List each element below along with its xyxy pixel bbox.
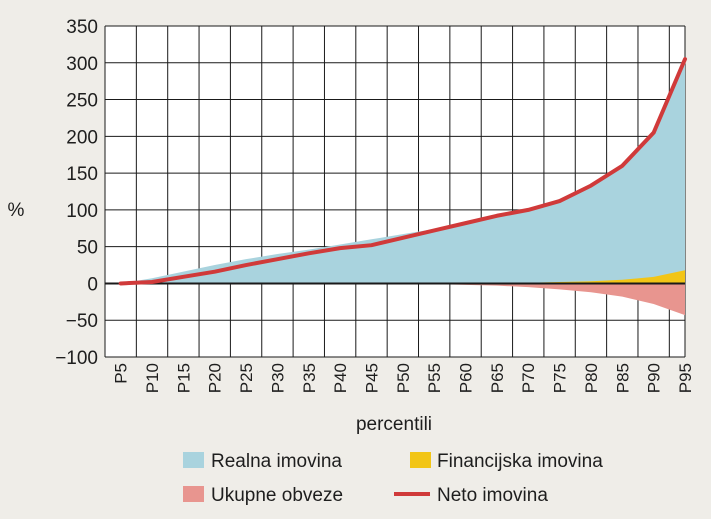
series-lines xyxy=(118,57,687,286)
x-tick-label: P40 xyxy=(331,363,350,393)
x-tick-label: P15 xyxy=(174,363,193,393)
x-tick-label: P45 xyxy=(362,363,381,393)
y-tick-label: 300 xyxy=(66,54,98,75)
x-tick-label: P60 xyxy=(457,363,476,393)
x-axis-label: percentili xyxy=(356,414,432,435)
area-financijska-imovina xyxy=(120,270,686,284)
x-tick-label: P65 xyxy=(488,363,507,393)
y-tick-label: 250 xyxy=(66,91,98,112)
x-tick-label: P90 xyxy=(645,363,664,393)
series-areas xyxy=(120,59,686,316)
x-tick-label: P85 xyxy=(613,363,632,393)
x-tick-label: P5 xyxy=(112,363,131,384)
y-tick-label: −100 xyxy=(55,348,98,369)
y-tick-label: 150 xyxy=(66,164,98,185)
x-tick-label: P25 xyxy=(237,363,256,393)
y-axis-label: % xyxy=(8,200,25,221)
x-tick-label: P30 xyxy=(268,363,287,393)
legend-label-realna-imovina: Realna imovina xyxy=(211,451,342,472)
x-axis: P5 P10 P15 P20 P25 P30 P35 P40 P45 P50 P55 P60 P65 P7… xyxy=(112,363,695,393)
legend-swatch-financijska-imovina xyxy=(410,452,431,468)
x-tick-label: P20 xyxy=(206,363,225,393)
x-tick-label: P55 xyxy=(425,363,444,393)
legend-swatch-realna-imovina xyxy=(183,452,204,468)
y-axis: 350 300 250 200 150 100 50 0 −50 −100 xyxy=(55,17,98,369)
y-tick-label: −50 xyxy=(66,311,98,332)
legend: Realna imovina Financijska imovina Ukupn… xyxy=(183,451,603,506)
x-tick-label: P35 xyxy=(300,363,319,393)
y-tick-label: 200 xyxy=(66,127,98,148)
x-tick-label: P70 xyxy=(519,363,538,393)
y-tick-label: 350 xyxy=(66,17,98,38)
legend-label-ukupne-obveze: Ukupne obveze xyxy=(211,485,343,506)
legend-label-neto-imovina: Neto imovina xyxy=(437,485,548,506)
y-tick-label: 100 xyxy=(66,201,98,222)
x-tick-label: P50 xyxy=(394,363,413,393)
line-neto-imovina xyxy=(118,57,687,286)
x-tick-label: P75 xyxy=(551,363,570,393)
legend-swatch-ukupne-obveze xyxy=(183,486,204,502)
x-tick-label: P95 xyxy=(676,363,695,393)
legend-label-financijska-imovina: Financijska imovina xyxy=(437,451,603,472)
area-ukupne-obveze xyxy=(120,283,686,316)
x-tick-label: P10 xyxy=(143,363,162,393)
y-tick-label: 50 xyxy=(77,238,98,259)
y-tick-label: 0 xyxy=(87,274,98,295)
x-tick-label: P80 xyxy=(582,363,601,393)
area-realna-imovina xyxy=(120,59,686,284)
